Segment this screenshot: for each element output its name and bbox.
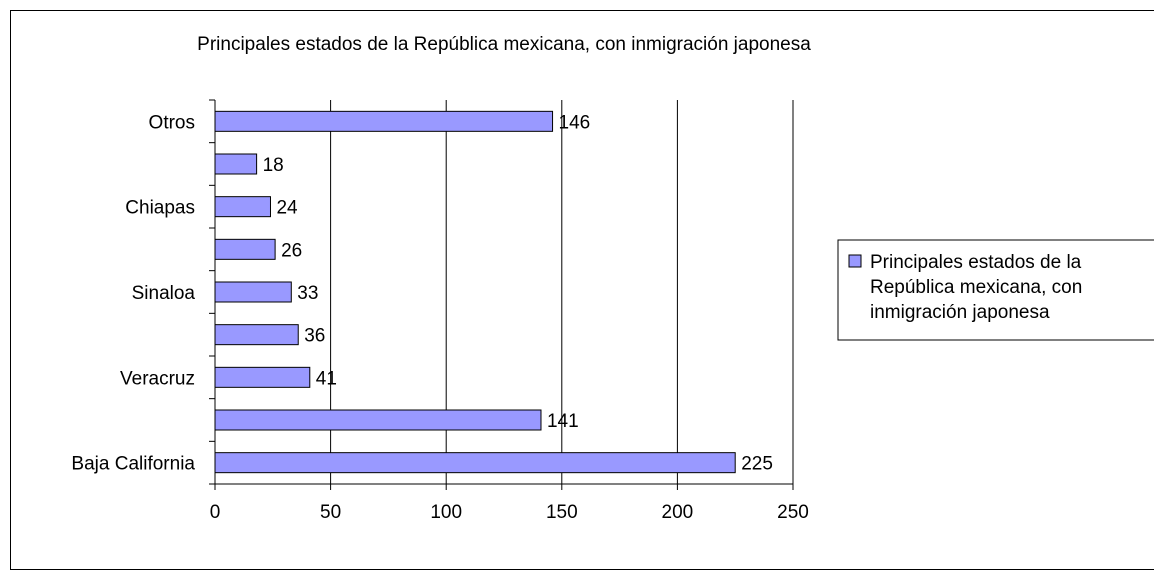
legend: Principales estados de la República mexic… [837, 239, 1154, 341]
category-label: Chiapas [125, 198, 195, 219]
bar-chart: Principales estados de la República mexi… [71, 34, 1154, 523]
x-tick-label: 200 [662, 502, 694, 523]
data-label: 225 [741, 454, 773, 475]
bar [214, 153, 258, 175]
x-tick-label: 250 [777, 502, 809, 523]
bar [214, 324, 299, 346]
bar [214, 110, 554, 132]
category-label: Otros [149, 112, 195, 133]
legend-label: Principales estados de la [870, 252, 1082, 273]
x-tick-label: 0 [210, 502, 221, 523]
bar [214, 366, 311, 388]
category-label: Sinaloa [132, 283, 196, 304]
legend-swatch [848, 254, 862, 268]
data-label: 146 [559, 112, 591, 133]
legend-label: inmigración japonesa [870, 302, 1050, 323]
x-tick-label: 100 [430, 502, 462, 523]
data-label: 36 [304, 326, 325, 347]
x-tick-label: 50 [320, 502, 341, 523]
bar [214, 238, 276, 260]
data-label: 141 [547, 411, 579, 432]
bar [214, 452, 736, 474]
bar [214, 281, 292, 303]
category-label: Veracruz [120, 368, 195, 389]
legend-box [837, 239, 1154, 341]
axes: 0 50 100 150 200 250 Baja California Veracruz Si… [71, 99, 809, 523]
bar [214, 196, 271, 218]
data-label: 26 [281, 240, 302, 261]
chart-title: Principales estados de la República mexi… [197, 34, 811, 55]
data-label: 33 [297, 283, 318, 304]
data-label: 18 [263, 155, 284, 176]
bars: 225 141 41 36 33 26 24 18 146 [214, 110, 773, 475]
data-label: 41 [316, 368, 337, 389]
data-label: 24 [276, 198, 298, 219]
legend-label: República mexicana, con [870, 277, 1082, 298]
category-label: Baja California [71, 454, 195, 475]
x-tick-label: 150 [546, 502, 578, 523]
bar [214, 409, 542, 431]
